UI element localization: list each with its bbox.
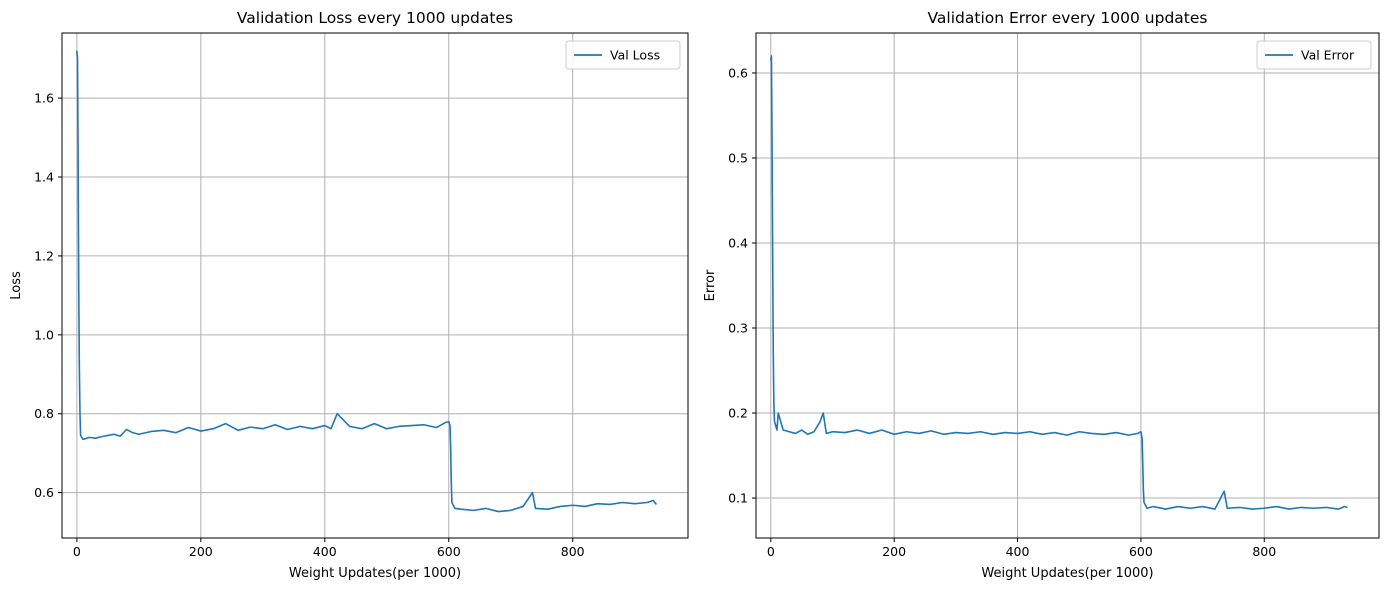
error-y-tick-label: 0.1	[728, 491, 748, 506]
loss-legend: Val Loss	[565, 40, 681, 70]
error-legend-box	[1256, 40, 1372, 70]
loss-legend-box	[565, 40, 681, 70]
error-y-tick-label: 0.4	[728, 235, 748, 250]
loss-plot-frame	[61, 32, 689, 539]
error-y-tick-label: 0.5	[728, 150, 748, 165]
error-chart-panel: 0 200 400 600 800 0.1 0.2 0.3 0.4 0.5 0.6 Validatio…	[703, 9, 1380, 581]
error-y-tick-label: 0.6	[728, 65, 748, 80]
loss-y-tick-label: 0.6	[34, 485, 54, 500]
loss-chart-title: Validation Loss every 1000 updates	[237, 9, 513, 27]
error-legend: Val Error	[1256, 40, 1372, 70]
loss-x-axis-label: Weight Updates(per 1000)	[289, 566, 461, 581]
loss-y-axis-label: Loss	[9, 271, 24, 300]
error-series-line	[770, 55, 1348, 510]
error-x-tick-label: 400	[1006, 544, 1030, 559]
loss-legend-label: Val Loss	[610, 48, 660, 63]
error-x-tick-label: 200	[882, 544, 906, 559]
loss-x-tick-label: 800	[561, 544, 585, 559]
loss-series-line	[76, 50, 658, 513]
error-plot-frame	[755, 32, 1380, 539]
loss-y-tick-label: 1.4	[34, 170, 54, 185]
error-x-axis-label: Weight Updates(per 1000)	[981, 566, 1153, 581]
loss-y-tick-label: 0.8	[34, 406, 54, 421]
error-legend-label: Val Error	[1301, 48, 1355, 63]
loss-y-tick-label: 1.2	[34, 248, 54, 263]
error-x-tick-label: 0	[767, 544, 775, 559]
loss-x-tick-label: 0	[73, 544, 81, 559]
error-x-tick-label: 800	[1252, 544, 1276, 559]
loss-y-tick-label: 1.0	[34, 327, 54, 342]
error-y-tick-label: 0.2	[728, 406, 748, 421]
error-y-axis-label: Error	[703, 269, 718, 301]
loss-y-tick-label: 1.6	[34, 91, 54, 106]
loss-x-tick-label: 400	[313, 544, 337, 559]
loss-chart-panel: 0 200 400 600 800 0.6 0.8 1.0 1.2 1.4 1.6 Validatio…	[9, 9, 689, 581]
error-y-tick-label: 0.3	[728, 321, 748, 336]
loss-x-tick-label: 200	[189, 544, 213, 559]
error-chart-title: Validation Error every 1000 updates	[928, 9, 1208, 27]
loss-x-tick-label: 600	[437, 544, 461, 559]
error-x-tick-label: 600	[1129, 544, 1153, 559]
